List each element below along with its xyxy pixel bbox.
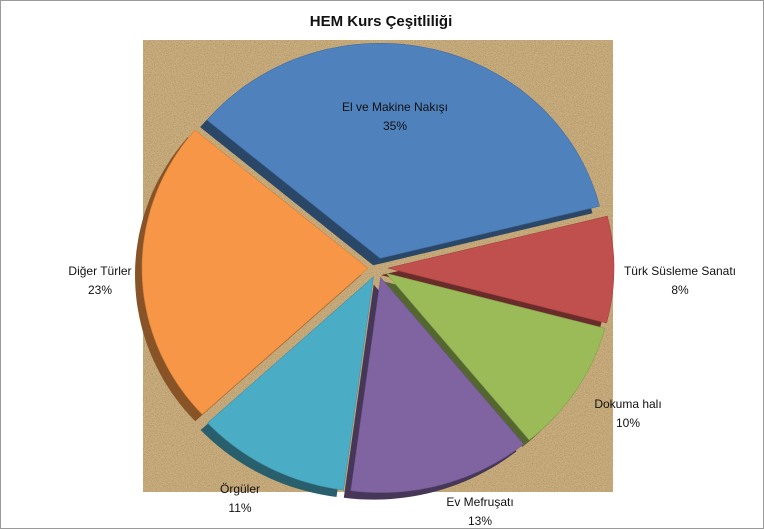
slice bbox=[206, 42, 600, 259]
slice bbox=[350, 276, 525, 493]
slice-label: Ev Mefruşatı bbox=[446, 495, 513, 509]
slice bbox=[207, 276, 374, 491]
value-label: 13% bbox=[468, 514, 492, 528]
slice bbox=[385, 272, 606, 441]
value-label: 35% bbox=[383, 119, 407, 133]
slice-label: Dokuma halı bbox=[594, 397, 661, 411]
value-label: 11% bbox=[228, 501, 251, 515]
slice-label: Türk Süsleme Sanatı bbox=[624, 264, 736, 278]
value-label: 23% bbox=[88, 283, 112, 297]
slice-label: Örgüler bbox=[220, 482, 260, 496]
value-label: 8% bbox=[671, 283, 689, 297]
chart-title: HEM Kurs Çeşitliliği bbox=[310, 13, 453, 30]
value-label: 10% bbox=[616, 416, 640, 430]
slice-label: Diğer Türler bbox=[68, 264, 131, 278]
slice bbox=[141, 129, 369, 415]
pie bbox=[135, 42, 615, 500]
slice bbox=[387, 215, 615, 324]
slice-label: El ve Makine Nakışı bbox=[342, 100, 448, 114]
